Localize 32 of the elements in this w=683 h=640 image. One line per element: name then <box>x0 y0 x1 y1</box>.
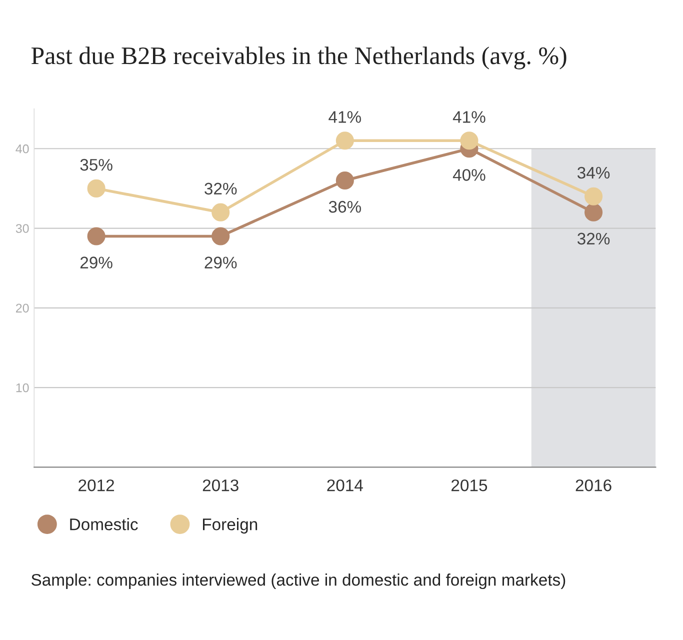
y-tick-label: 20 <box>16 304 29 313</box>
text: Sample: companies interviewed (active in domestic and foreign markets) <box>31 574 566 590</box>
x-tick-label: 2013 <box>202 479 238 492</box>
point <box>87 179 106 198</box>
data-label: 32% <box>204 182 237 195</box>
data-label: 40% <box>452 169 486 181</box>
point <box>336 132 354 150</box>
point <box>336 171 354 190</box>
point <box>460 132 478 150</box>
data-label: 29% <box>80 256 112 268</box>
x-tick-label: 2014 <box>327 479 363 492</box>
y-tick-label: 40 <box>16 144 29 154</box>
point <box>212 203 230 222</box>
x-tick-label: 2016 <box>576 479 612 492</box>
x-tick-label: 2012 <box>78 479 114 492</box>
data-label: 41% <box>328 111 361 123</box>
chart-title: Past due B2B receivables in the Netherlands (avg. %) <box>31 46 566 70</box>
y-tick-label: 10 <box>16 383 29 392</box>
data-label: 35% <box>80 158 112 171</box>
data-label: 36% <box>328 200 361 213</box>
data-label: 29% <box>204 256 237 268</box>
y-tick-label: 30 <box>16 224 29 233</box>
legend-label: Foreign <box>202 518 258 534</box>
x-tick-label: 2015 <box>452 479 488 492</box>
data-label: 32% <box>577 232 610 245</box>
point <box>584 203 603 222</box>
legend-label: Domestic <box>70 518 138 530</box>
data-label: 41% <box>452 111 486 123</box>
point <box>584 187 603 206</box>
point <box>212 227 230 246</box>
point <box>87 227 106 246</box>
data-label: 34% <box>577 166 610 179</box>
